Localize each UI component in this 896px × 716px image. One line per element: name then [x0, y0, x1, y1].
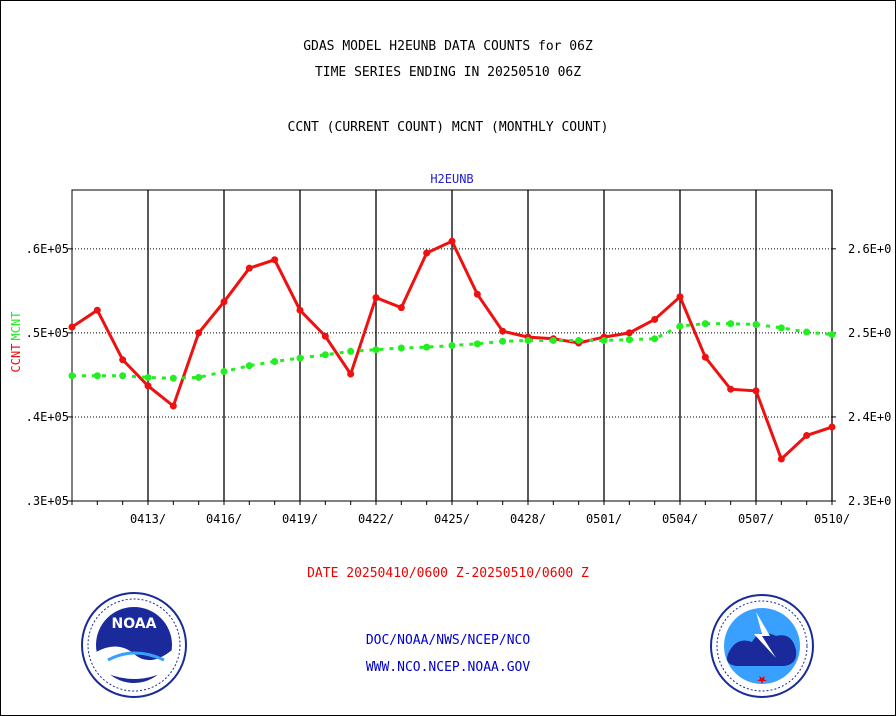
- data-point-mcnt: [828, 331, 836, 339]
- footer-url: WWW.NCO.NCEP.NOAA.GOV: [365, 660, 531, 675]
- x-tick-label: 0419/: [282, 512, 318, 526]
- data-point-ccnt: [119, 356, 127, 364]
- data-point-mcnt: [448, 342, 456, 349]
- y-right-label: MCNT: [9, 312, 23, 341]
- plot-title: H2EUNB: [430, 172, 473, 186]
- svg-text:NOAA: NOAA: [112, 616, 157, 632]
- data-point-ccnt: [347, 370, 355, 378]
- date-range: DATE 20250410/0600 Z-20250510/0600 Z: [307, 566, 589, 581]
- data-point-ccnt: [144, 382, 152, 390]
- data-point-mcnt: [803, 328, 811, 336]
- data-point-mcnt: [777, 324, 785, 332]
- data-point-mcnt: [144, 373, 152, 381]
- y-left-tick-label: .4E+05: [26, 410, 69, 424]
- data-point-ccnt: [499, 327, 507, 335]
- data-point-ccnt: [271, 256, 279, 264]
- data-point-mcnt: [119, 372, 127, 380]
- data-point-ccnt: [651, 315, 659, 323]
- data-point-ccnt: [625, 329, 633, 337]
- data-point-ccnt: [296, 306, 304, 314]
- data-point-mcnt: [220, 368, 228, 376]
- data-point-ccnt: [423, 249, 431, 257]
- data-point-ccnt: [245, 264, 253, 272]
- data-point-mcnt: [676, 322, 684, 330]
- data-point-mcnt: [473, 340, 481, 348]
- x-tick-label: 0425/: [434, 512, 470, 526]
- x-tick-label: 0416/: [206, 512, 242, 526]
- data-point-mcnt: [245, 362, 253, 370]
- data-point-mcnt: [423, 343, 431, 351]
- y-left-label: CCNT: [9, 344, 23, 373]
- data-point-ccnt: [473, 290, 481, 298]
- nws-logo: [710, 594, 814, 698]
- x-tick-label: 0501/: [586, 512, 622, 526]
- data-point-mcnt: [727, 320, 735, 328]
- data-point-mcnt: [651, 335, 659, 343]
- x-tick-label: 0413/: [130, 512, 166, 526]
- data-point-ccnt: [68, 323, 76, 331]
- data-point-ccnt: [372, 294, 380, 302]
- data-point-mcnt: [169, 374, 177, 382]
- data-point-ccnt: [448, 237, 456, 245]
- data-point-mcnt: [372, 346, 380, 354]
- data-point-mcnt: [701, 320, 709, 328]
- data-point-mcnt: [499, 337, 507, 345]
- x-tick-label: 0510/: [814, 512, 850, 526]
- data-point-mcnt: [752, 320, 760, 328]
- data-point-ccnt: [93, 306, 101, 314]
- data-point-ccnt: [777, 455, 785, 463]
- data-point-ccnt: [220, 298, 228, 306]
- data-point-mcnt: [195, 373, 203, 381]
- data-point-ccnt: [828, 423, 836, 431]
- data-point-mcnt: [549, 336, 557, 344]
- x-tick-label: 0428/: [510, 512, 546, 526]
- y-left-tick-label: .6E+05: [26, 242, 69, 256]
- data-point-ccnt: [803, 431, 811, 439]
- data-point-mcnt: [625, 336, 633, 344]
- y-right-tick-label: 2.3E+0: [848, 494, 891, 508]
- data-point-ccnt: [676, 293, 684, 301]
- x-tick-label: 0422/: [358, 512, 394, 526]
- data-point-ccnt: [195, 329, 203, 337]
- data-point-mcnt: [321, 351, 329, 359]
- x-tick-label: 0507/: [738, 512, 774, 526]
- data-point-mcnt: [397, 344, 405, 352]
- data-point-mcnt: [347, 347, 355, 355]
- chart-title-line-2: TIME SERIES ENDING IN 20250510 06Z: [314, 65, 582, 80]
- data-point-ccnt: [727, 385, 735, 393]
- data-point-mcnt: [68, 372, 76, 380]
- data-point-ccnt: [701, 353, 709, 361]
- x-tick-label: 0504/: [662, 512, 698, 526]
- data-point-mcnt: [93, 372, 101, 380]
- data-point-mcnt: [600, 336, 608, 344]
- data-point-mcnt: [524, 336, 532, 344]
- y-right-tick-label: 2.6E+0: [848, 242, 891, 256]
- data-point-mcnt: [271, 357, 279, 365]
- data-point-ccnt: [169, 402, 177, 410]
- y-right-tick-label: 2.5E+0: [848, 326, 891, 340]
- chart-title-line-1: GDAS MODEL H2EUNB DATA COUNTS for 06Z: [303, 39, 593, 54]
- footer-org: DOC/NOAA/NWS/NCEP/NCO: [365, 633, 531, 648]
- y-left-tick-label: .5E+05: [26, 326, 69, 340]
- data-point-ccnt: [752, 387, 760, 395]
- y-left-tick-label: .3E+05: [26, 494, 69, 508]
- data-point-ccnt: [397, 304, 405, 312]
- y-right-tick-label: 2.4E+0: [848, 410, 891, 424]
- noaa-logo: NOAA: [81, 592, 187, 698]
- data-point-mcnt: [296, 354, 304, 362]
- data-point-mcnt: [575, 336, 583, 344]
- chart-title-line-3: CCNT (CURRENT COUNT) MCNT (MONTHLY COUNT…: [287, 120, 609, 135]
- data-point-ccnt: [321, 332, 329, 340]
